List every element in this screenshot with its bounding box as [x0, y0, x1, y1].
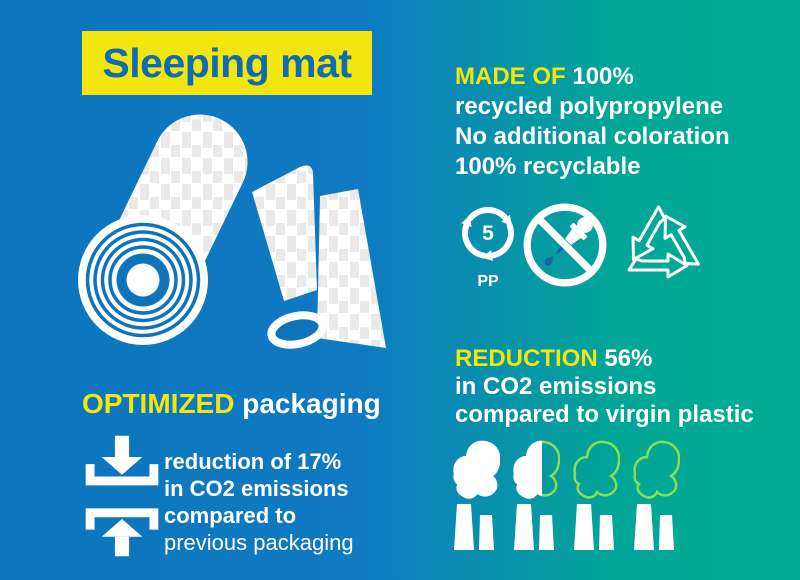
made-of-line4: 100% recyclable [455, 153, 641, 180]
no-coloration-dropper-icon [523, 203, 607, 287]
pack-line4: previous packaging [164, 530, 354, 555]
compress-packaging-icon [85, 435, 159, 557]
co2-reduction-block: REDUCTION 56% in CO2 emissions compared … [455, 345, 754, 429]
recycling-code-label: PP [477, 273, 499, 290]
reduction-line2: in CO2 emissions [455, 373, 657, 400]
factory-smoke-icon [453, 440, 500, 550]
factory-smoke-icon [573, 440, 620, 550]
title-banner: Sleeping mat [82, 31, 372, 95]
made-of-line1: MADE OF 100% [455, 63, 634, 90]
sleeping-mat-roll-illustration [78, 114, 386, 349]
page-title: Sleeping mat [102, 39, 352, 86]
reduction-line1: REDUCTION 56% [455, 345, 653, 372]
made-of-line3: No additional coloration [455, 123, 730, 150]
recycling-code-5-pp-icon: 5 PP [450, 199, 526, 291]
recyclable-arrows-icon [622, 201, 706, 279]
reduction-line3: compared to virgin plastic [455, 401, 754, 428]
made-of-block: MADE OF 100% recycled polypropylene No a… [455, 62, 730, 182]
factories-row [452, 432, 680, 550]
optimized-packaging-heading: OPTIMIZED packaging [82, 388, 381, 419]
mat-roll-spiral [78, 215, 208, 345]
factory-smoke-icon [513, 440, 560, 550]
factory-smoke-icon [633, 440, 680, 550]
recycling-code-number: 5 [482, 222, 494, 245]
pack-line1: reduction of 17% [164, 449, 342, 474]
pack-line2: in CO2 emissions [164, 476, 349, 501]
pack-line3: compared to [164, 503, 297, 528]
packaging-reduction-block: reduction of 17% in CO2 emissions compar… [164, 448, 354, 556]
made-of-line2: recycled polypropylene [455, 93, 724, 120]
